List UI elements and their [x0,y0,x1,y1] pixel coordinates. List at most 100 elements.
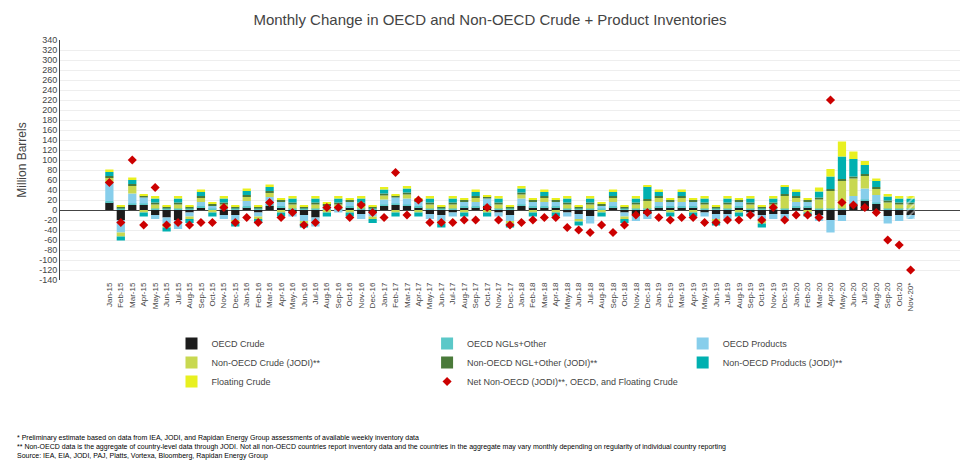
svg-text:300: 300 [42,55,57,65]
svg-text:OECD NGLs+Other: OECD NGLs+Other [467,339,546,349]
svg-text:Apr-19: Apr-19 [689,282,698,307]
svg-text:60: 60 [47,175,57,185]
svg-text:-140: -140 [39,275,57,285]
svg-text:Jul-16: Jul-16 [311,282,320,304]
svg-text:240: 240 [42,85,57,95]
svg-text:Sep-20: Sep-20 [883,282,892,308]
svg-text:Feb-15: Feb-15 [116,282,125,308]
svg-text:Jun-20: Jun-20 [849,282,858,307]
svg-text:Jul-19: Jul-19 [723,282,732,304]
svg-text:Oct-15: Oct-15 [208,282,217,307]
svg-text:Mar-15: Mar-15 [128,282,137,308]
svg-text:180: 180 [42,115,57,125]
svg-text:-40: -40 [44,225,57,235]
svg-text:Apr-16: Apr-16 [277,282,286,307]
svg-text:100: 100 [42,155,57,165]
svg-text:40: 40 [47,185,57,195]
svg-text:May-15: May-15 [151,282,160,309]
svg-text:Jan-15: Jan-15 [105,282,114,307]
svg-text:20: 20 [47,195,57,205]
svg-text:Jul-18: Jul-18 [586,282,595,304]
svg-text:Feb-19: Feb-19 [666,282,675,308]
svg-text:Dec-19: Dec-19 [780,282,789,308]
svg-text:-120: -120 [39,265,57,275]
svg-text:Mar-20: Mar-20 [815,282,824,308]
svg-text:Jun-18: Jun-18 [574,282,583,307]
svg-text:Oct-16: Oct-16 [345,282,354,307]
svg-text:Jul-20: Jul-20 [860,282,869,304]
svg-text:-60: -60 [44,235,57,245]
svg-text:Sep-18: Sep-18 [609,282,618,308]
svg-text:Dec-18: Dec-18 [643,282,652,308]
svg-text:Apr-15: Apr-15 [139,282,148,307]
svg-text:May-18: May-18 [563,282,572,309]
svg-text:OECD Crude: OECD Crude [212,339,265,349]
svg-text:Jan-16: Jan-16 [242,282,251,307]
svg-text:* Preliminary estimate based o: * Preliminary estimate based on data fro… [17,434,726,460]
svg-text:Feb-17: Feb-17 [391,282,400,308]
svg-text:Aug-16: Aug-16 [322,282,331,308]
svg-text:Jul-15: Jul-15 [174,282,183,304]
svg-text:Jun-17: Jun-17 [437,282,446,307]
svg-text:Nov-16: Nov-16 [357,282,366,308]
svg-text:Nov-17: Nov-17 [494,282,503,308]
svg-text:OECD Products: OECD Products [723,339,788,349]
svg-text:Aug-19: Aug-19 [735,282,744,308]
svg-text:320: 320 [42,45,57,55]
svg-text:Jan-18: Jan-18 [517,282,526,307]
svg-text:Oct-17: Oct-17 [483,282,492,307]
svg-text:Dec-16: Dec-16 [368,282,377,308]
svg-text:200: 200 [42,105,57,115]
svg-text:Nov-15: Nov-15 [219,282,228,308]
svg-text:May-19: May-19 [700,282,709,309]
svg-text:280: 280 [42,65,57,75]
svg-text:Aug-17: Aug-17 [460,282,469,308]
svg-text:-80: -80 [44,245,57,255]
svg-text:340: 340 [42,35,57,45]
svg-text:Dec-15: Dec-15 [231,282,240,308]
svg-text:Non-OECD Products (JODI)**: Non-OECD Products (JODI)** [723,358,843,368]
svg-text:Sep-15: Sep-15 [197,282,206,308]
svg-text:Feb-20: Feb-20 [803,282,812,308]
svg-text:Non-OECD NGL+Other (JODI)**: Non-OECD NGL+Other (JODI)** [467,358,598,368]
svg-text:Jan-19: Jan-19 [654,282,663,307]
svg-text:Sep-17: Sep-17 [471,282,480,308]
svg-text:Mar-17: Mar-17 [403,282,412,308]
svg-text:Apr-18: Apr-18 [551,282,560,307]
svg-text:Nov-20*: Nov-20* [906,283,915,312]
svg-text:140: 140 [42,135,57,145]
svg-text:160: 160 [42,125,57,135]
svg-text:260: 260 [42,75,57,85]
svg-text:May-17: May-17 [425,282,434,309]
svg-text:Aug-15: Aug-15 [185,282,194,308]
svg-text:Monthly Change in OECD and Non: Monthly Change in OECD and Non-OECD Crud… [253,11,726,28]
svg-text:Mar-16: Mar-16 [265,282,274,308]
svg-text:Oct-18: Oct-18 [620,282,629,307]
svg-text:Jun-16: Jun-16 [300,282,309,307]
svg-text:Feb-16: Feb-16 [254,282,263,308]
svg-text:Oct-19: Oct-19 [757,282,766,307]
svg-text:Nov-18: Nov-18 [632,282,641,308]
svg-text:May-20: May-20 [838,282,847,309]
svg-text:Jan-17: Jan-17 [380,282,389,307]
svg-text:0: 0 [52,205,57,215]
svg-text:Floating Crude: Floating Crude [212,377,271,387]
svg-text:Nov-19: Nov-19 [769,282,778,308]
svg-text:May-16: May-16 [288,282,297,309]
svg-text:-100: -100 [39,255,57,265]
svg-text:120: 120 [42,145,57,155]
svg-text:Mar-18: Mar-18 [540,282,549,308]
svg-text:Apr-20: Apr-20 [826,282,835,307]
svg-text:Net Non-OECD (JODI)**, OECD, a: Net Non-OECD (JODI)**, OECD, and Floatin… [467,377,678,387]
svg-text:Mar-19: Mar-19 [677,282,686,308]
svg-text:Non-OECD Crude (JODI)**: Non-OECD Crude (JODI)** [212,358,321,368]
svg-text:Aug-18: Aug-18 [597,282,606,308]
svg-text:Oct-20: Oct-20 [895,282,904,307]
svg-text:80: 80 [47,165,57,175]
svg-text:Jul-17: Jul-17 [448,282,457,304]
svg-text:Feb-18: Feb-18 [528,282,537,308]
svg-text:Aug-20: Aug-20 [872,282,881,308]
svg-text:-20: -20 [44,215,57,225]
svg-text:Sep-19: Sep-19 [746,282,755,308]
svg-text:Apr-17: Apr-17 [414,282,423,307]
